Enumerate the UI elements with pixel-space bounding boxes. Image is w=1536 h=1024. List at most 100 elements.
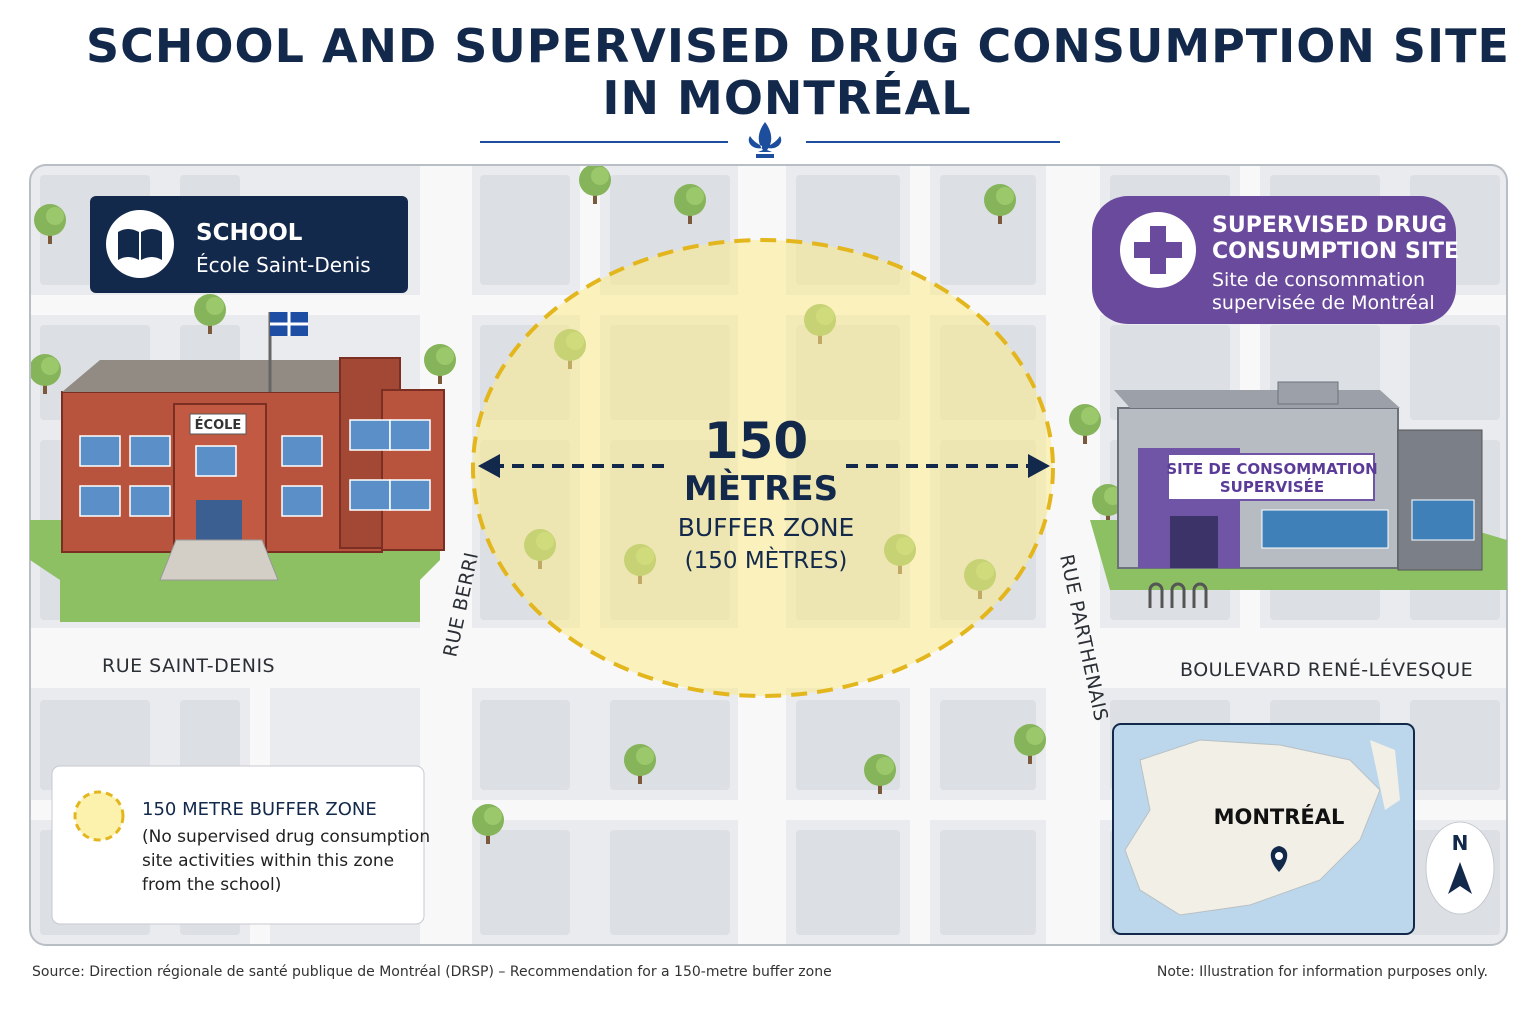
school-card-part — [106, 210, 174, 278]
trees-part — [486, 830, 490, 844]
inset-map-part — [1448, 862, 1472, 894]
school-card-part — [118, 229, 162, 260]
inset-map-part: MONTRÉAL — [1214, 804, 1345, 829]
site-card-part: supervisée de Montréal — [1212, 292, 1435, 314]
buffer-zone-part: BUFFER ZONE — [678, 513, 855, 542]
school-card: SCHOOL École Saint-Denis — [90, 196, 408, 293]
city-blocks-part — [796, 830, 900, 935]
trees-part — [41, 357, 59, 375]
trees-part — [436, 347, 454, 365]
school-card-part — [90, 196, 408, 293]
street-names-part: BOULEVARD RENÉ-LÉVESQUE — [1180, 658, 1473, 681]
trees-part — [996, 187, 1014, 205]
site-card: SUPERVISED DRUG CONSUMPTION SITE Site de… — [1092, 196, 1459, 324]
legend-part: (No supervised drug consumption — [142, 827, 430, 847]
buffer-zone-part: MÈTRES — [684, 468, 838, 509]
site-card-part: SUPERVISED DRUG — [1212, 213, 1447, 238]
school-building-part — [159, 539, 279, 581]
site-building-part — [1148, 582, 1208, 608]
inset-map: MONTRÉAL N — [1112, 723, 1495, 935]
site-building-part — [1261, 509, 1389, 549]
trees-part — [686, 187, 704, 205]
trees-part — [438, 370, 442, 384]
windows-part — [389, 419, 431, 451]
school-building-part — [60, 578, 420, 622]
site-building-part — [1167, 453, 1375, 501]
school-building-part — [62, 360, 390, 392]
trees-part — [206, 297, 224, 315]
school-building-part — [196, 500, 242, 542]
school-card-part: École Saint-Denis — [196, 253, 371, 277]
inset-map-part — [1124, 739, 1381, 916]
city-blocks-part — [940, 830, 1036, 935]
trees-part — [43, 380, 47, 394]
buffer-zone-part — [471, 238, 1055, 698]
city-blocks-part — [610, 700, 730, 790]
inset-map-part — [1370, 740, 1400, 810]
site-building-part: SUPERVISÉE — [1220, 477, 1324, 496]
site-building-part — [1411, 499, 1475, 541]
trees-part — [48, 230, 52, 244]
buffer-zone-part — [478, 454, 500, 478]
site-card-part — [1134, 226, 1182, 274]
school-building-part — [381, 389, 445, 551]
legend-part: from the school) — [142, 875, 281, 895]
city-blocks-part — [480, 830, 570, 935]
trees-part — [636, 747, 654, 765]
street-names-part: RUE SAINT-DENIS — [102, 655, 275, 677]
school-building-part — [189, 413, 247, 435]
school-building: ÉCOLE — [30, 312, 445, 622]
trees-part — [638, 770, 642, 784]
windows-part — [349, 419, 391, 451]
buffer-zone-part: (150 MÈTRES) — [685, 546, 848, 574]
header-part — [748, 122, 782, 158]
trees-part — [593, 190, 597, 204]
windows — [79, 419, 431, 517]
legend-part — [51, 765, 425, 925]
windows-part — [129, 435, 171, 467]
city-blocks-part — [1410, 325, 1500, 420]
windows-part — [281, 485, 323, 517]
trees-part — [878, 780, 882, 794]
legend-part — [73, 790, 125, 842]
trees-part — [998, 210, 1002, 224]
trees-part — [1081, 407, 1099, 425]
city-blocks-part — [480, 700, 570, 790]
buffer-zone-part: 150 — [704, 412, 808, 470]
trees-part — [1026, 727, 1044, 745]
site-building: SITE DE CONSOMMATION SUPERVISÉE — [1090, 381, 1507, 608]
trees-part — [484, 807, 502, 825]
windows-part — [79, 435, 121, 467]
trees-part — [46, 207, 64, 225]
buffer-zone: 150 MÈTRES BUFFER ZONE (150 MÈTRES) — [471, 238, 1055, 698]
inset-map-part: N — [1452, 831, 1469, 855]
city-blocks-part — [480, 175, 570, 285]
trees-part — [876, 757, 894, 775]
trees-part — [208, 320, 212, 334]
windows-part — [79, 485, 121, 517]
school-card-part: SCHOOL — [196, 220, 303, 246]
windows-part — [281, 435, 323, 467]
legend: 150 METRE BUFFER ZONE (No supervised dru… — [51, 765, 430, 925]
site-building-part — [1114, 390, 1400, 408]
footer-part: Note: Illustration for information purpo… — [1157, 964, 1488, 980]
header: SCHOOL AND SUPERVISED DRUG CONSUMPTION S… — [86, 19, 1509, 158]
inset-map-part — [1275, 852, 1283, 860]
windows-part — [349, 479, 391, 511]
footer: Source: Direction régionale de santé pub… — [32, 964, 1488, 980]
windows-part — [195, 445, 237, 477]
site-card-part: Site de consommation — [1212, 269, 1425, 291]
buffer-zone-part — [1028, 454, 1050, 478]
legend-part: site activities within this zone — [142, 851, 394, 871]
site-building-part — [1170, 516, 1218, 568]
trees-part — [1083, 430, 1087, 444]
city-blocks-part — [940, 700, 1036, 790]
school-building-part: ÉCOLE — [195, 417, 242, 433]
city-blocks-part — [610, 830, 730, 935]
windows-part — [389, 479, 431, 511]
site-card-part: CONSUMPTION SITE — [1212, 239, 1459, 264]
trees-part — [688, 210, 692, 224]
site-building-part — [1277, 381, 1339, 405]
